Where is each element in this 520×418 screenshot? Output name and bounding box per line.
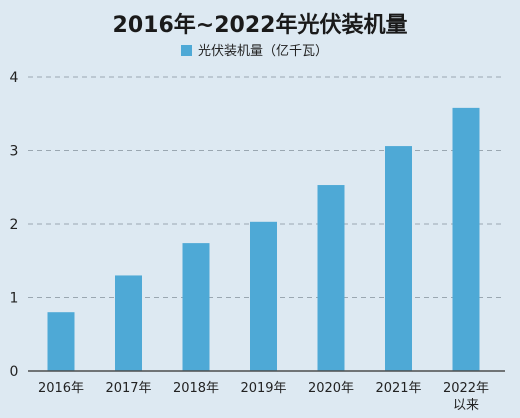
bars	[47, 107, 480, 372]
bar	[115, 275, 142, 371]
bar	[47, 312, 75, 371]
x-tick-label: 2018年	[173, 381, 219, 396]
bar	[250, 221, 277, 371]
chart-title: 2016年~2022年光伏装机量	[113, 12, 408, 38]
x-tick-label: 2020年	[308, 381, 354, 396]
y-tick-label: 2	[10, 217, 19, 233]
y-axis-ticks: 0 1 2 3 4	[10, 70, 19, 380]
bar	[452, 107, 480, 372]
x-tick-label: 2021年	[375, 381, 421, 396]
bar	[182, 243, 210, 371]
bar	[385, 146, 412, 371]
x-tick-label: 以来	[453, 398, 479, 413]
legend-swatch	[181, 45, 192, 56]
x-tick-label: 2016年	[38, 381, 84, 396]
bar	[317, 185, 345, 371]
x-tick-label: 2017年	[105, 381, 151, 396]
x-tick-label: 2019年	[240, 381, 286, 396]
legend-label: 光伏装机量（亿千瓦）	[198, 44, 328, 59]
y-tick-label: 4	[10, 70, 19, 86]
x-tick-label: 2022年	[443, 381, 489, 396]
y-tick-label: 0	[10, 364, 19, 380]
y-tick-label: 1	[10, 291, 19, 307]
legend: 光伏装机量（亿千瓦）	[181, 44, 328, 59]
y-tick-label: 3	[10, 144, 19, 160]
